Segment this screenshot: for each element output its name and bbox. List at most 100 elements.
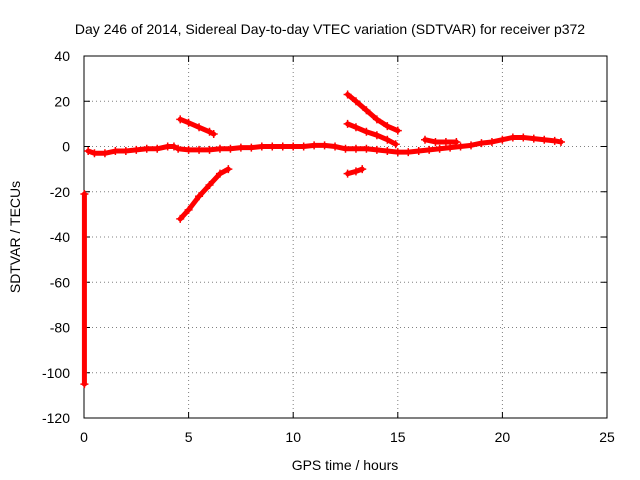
data-point <box>351 123 360 132</box>
data-point <box>446 143 455 152</box>
data-point <box>195 192 204 201</box>
data-point <box>205 145 214 154</box>
data-point <box>550 136 559 145</box>
data-point <box>351 144 360 153</box>
data-point <box>132 145 141 154</box>
x-tick-label: 20 <box>495 429 511 445</box>
y-axis-label: SDTVAR / TECUs <box>7 181 23 293</box>
data-point <box>226 144 235 153</box>
data-series <box>80 90 565 389</box>
data-point <box>84 147 93 156</box>
chart-title: Day 246 of 2014, Sidereal Day-to-day VTE… <box>75 21 585 37</box>
data-point <box>184 145 193 154</box>
data-point <box>169 142 178 151</box>
data-point <box>80 190 89 199</box>
x-tick-label: 15 <box>390 429 406 445</box>
y-tick-label: -60 <box>50 274 70 290</box>
data-point <box>331 142 340 151</box>
data-point <box>174 144 183 153</box>
x-tick-label: 0 <box>80 429 88 445</box>
data-point <box>320 141 329 150</box>
axis-ticks <box>83 55 608 419</box>
data-point <box>121 147 130 156</box>
y-tick-label: -40 <box>50 229 70 245</box>
data-point <box>452 137 461 146</box>
series-arc-a <box>176 115 218 139</box>
data-point <box>278 142 287 151</box>
y-tick-label: -20 <box>50 184 70 200</box>
data-point <box>383 122 392 131</box>
data-point <box>414 147 423 156</box>
data-point <box>184 205 193 214</box>
data-point <box>176 115 185 124</box>
data-point <box>362 127 371 136</box>
data-point <box>391 140 400 149</box>
data-point <box>209 130 218 139</box>
data-point <box>215 144 224 153</box>
data-point <box>343 169 352 178</box>
x-tick-label: 5 <box>185 429 193 445</box>
data-point <box>540 135 549 144</box>
data-point <box>358 165 367 174</box>
data-point <box>215 169 224 178</box>
series-arc-e <box>343 165 367 178</box>
data-point <box>299 142 308 151</box>
data-point <box>257 142 266 151</box>
data-point <box>111 147 120 156</box>
y-tick-label: -120 <box>42 410 70 426</box>
data-point <box>224 165 233 174</box>
data-point <box>153 144 162 153</box>
data-point <box>372 145 381 154</box>
data-point <box>404 148 413 157</box>
data-point <box>205 180 214 189</box>
series-track <box>422 137 459 145</box>
y-tick-label: -100 <box>42 365 70 381</box>
data-point <box>80 380 89 389</box>
data-point <box>205 127 214 136</box>
data-point <box>90 149 99 158</box>
data-point <box>142 144 151 153</box>
data-point <box>310 141 319 150</box>
data-point <box>431 137 440 146</box>
data-point <box>176 214 185 223</box>
data-point <box>343 119 352 128</box>
data-point <box>508 133 517 142</box>
y-tick-label: 0 <box>62 139 70 155</box>
x-axis-label: GPS time / hours <box>292 457 399 473</box>
data-point <box>393 148 402 157</box>
data-point <box>498 135 507 144</box>
data-point <box>343 90 352 99</box>
data-point <box>487 137 496 146</box>
series-arc-d <box>343 119 400 149</box>
data-point <box>435 144 444 153</box>
y-tick-label: 40 <box>54 48 70 64</box>
data-point <box>393 126 402 135</box>
data-point <box>341 144 350 153</box>
data-point <box>425 145 434 154</box>
data-point <box>477 139 486 148</box>
data-point <box>100 149 109 158</box>
data-point <box>351 97 360 106</box>
data-point <box>247 143 256 152</box>
data-point <box>236 143 245 152</box>
series-arc-f <box>420 135 461 146</box>
data-point <box>362 144 371 153</box>
data-point <box>195 145 204 154</box>
data-point <box>362 106 371 115</box>
series-track <box>345 91 401 134</box>
x-tick-label: 25 <box>599 429 615 445</box>
series-track <box>177 166 231 222</box>
data-point <box>529 134 538 143</box>
data-point <box>351 167 360 176</box>
data-point <box>456 142 465 151</box>
series-arc-c <box>343 90 402 135</box>
series-outliers <box>80 190 89 389</box>
data-point <box>556 137 565 146</box>
y-tick-labels: -120 -100 -80 -60 -40 -20 0 20 40 <box>42 48 70 426</box>
y-tick-label: -80 <box>50 320 70 336</box>
data-point <box>441 137 450 146</box>
data-point <box>467 141 476 150</box>
data-point <box>372 115 381 124</box>
data-point <box>383 147 392 156</box>
